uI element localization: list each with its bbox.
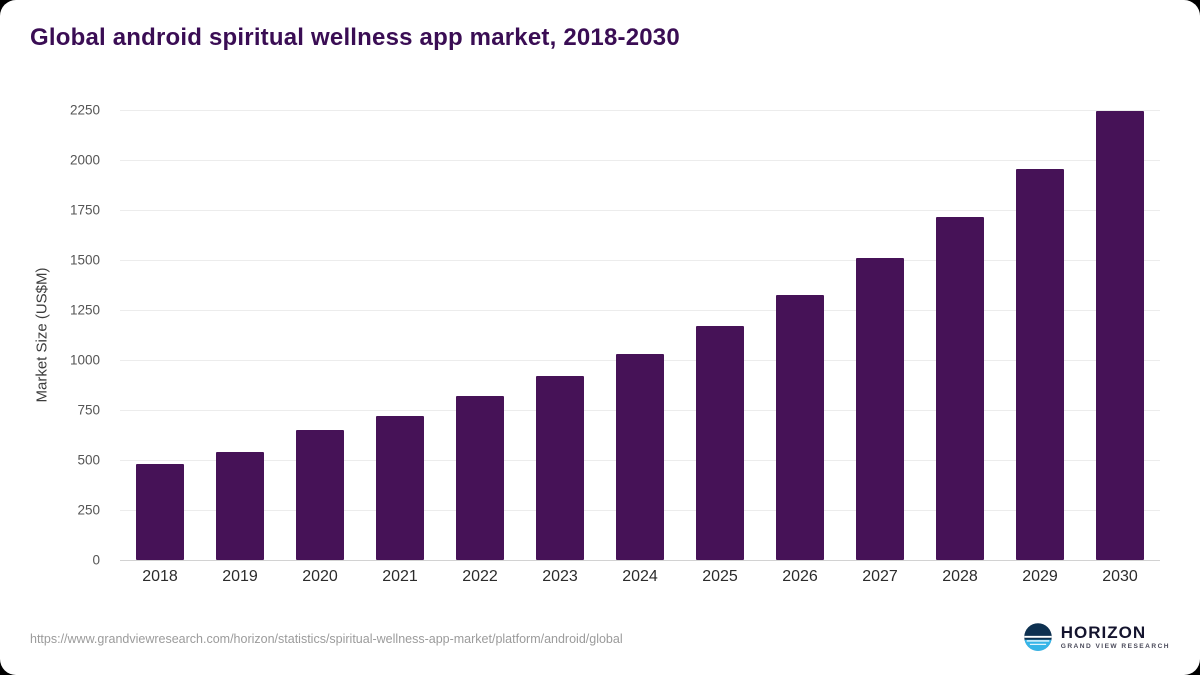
y-tick-label-1250: 1250 xyxy=(69,302,100,318)
bar-slot-2028 xyxy=(920,110,1000,560)
y-tick-label-1750: 1750 xyxy=(69,202,100,218)
bar-2023 xyxy=(536,376,584,560)
source-url: https://www.grandviewresearch.com/horizo… xyxy=(30,632,623,646)
bar-slot-2027 xyxy=(840,110,920,560)
x-tick-label-2021: 2021 xyxy=(382,568,418,585)
bar-2022 xyxy=(456,396,504,560)
bar-slot-2024 xyxy=(600,110,680,560)
gridline-1750 xyxy=(120,210,1160,211)
x-tick-label-2018: 2018 xyxy=(142,568,178,585)
brand-logo: HORIZON GRAND VIEW RESEARCH xyxy=(1023,622,1170,652)
bar-slot-2019 xyxy=(200,110,280,560)
x-tick-label-2020: 2020 xyxy=(302,568,338,585)
y-tick-label-1000: 1000 xyxy=(69,352,100,368)
y-tick-label-2000: 2000 xyxy=(69,152,100,168)
gridline-2250 xyxy=(120,110,1160,111)
logo-title: HORIZON xyxy=(1060,622,1147,642)
plot-area xyxy=(120,110,1160,561)
bar-2020 xyxy=(296,430,344,560)
y-tick-label-0: 0 xyxy=(92,552,100,568)
x-tick-label-2028: 2028 xyxy=(942,568,978,585)
bar-2018 xyxy=(136,464,184,560)
bar-slot-2018 xyxy=(120,110,200,560)
bar-2026 xyxy=(776,295,824,560)
logo-text: HORIZON GRAND VIEW RESEARCH xyxy=(1061,624,1170,651)
y-tick-label-250: 250 xyxy=(77,502,100,518)
bars-layer xyxy=(120,110,1160,560)
x-tick-labels: 2018 2019 2020 2021 2022 2023 2024 2025 2026 2027… xyxy=(120,568,1160,586)
bar-slot-2025 xyxy=(680,110,760,560)
bar-2028 xyxy=(936,217,984,560)
x-tick-label-2024: 2024 xyxy=(622,568,658,585)
bar-2030 xyxy=(1096,111,1144,560)
bar-2027 xyxy=(856,258,904,560)
gridline-2000 xyxy=(120,160,1160,161)
x-tick-label-2025: 2025 xyxy=(702,568,738,585)
x-tick-label-2019: 2019 xyxy=(222,568,258,585)
y-tick-labels: 0 250 500 750 1000 1250 1500 1750 2000 2250 xyxy=(52,103,110,568)
gridline-0 xyxy=(120,560,1160,561)
gridline-1250 xyxy=(120,310,1160,311)
gridline-1500 xyxy=(120,260,1160,261)
horizon-logo-icon xyxy=(1024,623,1052,651)
bar-2021 xyxy=(376,415,424,560)
x-tick-label-2026: 2026 xyxy=(782,568,818,585)
y-tick-label-2250: 2250 xyxy=(69,102,100,118)
y-tick-label-500: 500 xyxy=(77,452,100,468)
logo-subtitle: GRAND VIEW RESEARCH xyxy=(1060,642,1170,650)
bar-slot-2030 xyxy=(1080,110,1160,560)
bar-slot-2021 xyxy=(360,110,440,560)
bar-2029 xyxy=(1016,169,1064,560)
y-axis-title: Market Size (US$M) xyxy=(33,267,51,403)
x-tick-label-2022: 2022 xyxy=(462,568,498,585)
x-tick-label-2029: 2029 xyxy=(1022,568,1058,585)
bar-slot-2022 xyxy=(440,110,520,560)
y-tick-label-750: 750 xyxy=(77,402,100,418)
x-tick-label-2030: 2030 xyxy=(1102,568,1138,585)
bar-slot-2029 xyxy=(1000,110,1080,560)
bar-2025 xyxy=(696,326,744,560)
x-tick-label-2027: 2027 xyxy=(862,568,898,585)
bar-2019 xyxy=(216,452,264,560)
x-tick-label-2023: 2023 xyxy=(542,568,578,585)
bar-slot-2026 xyxy=(760,110,840,560)
bar-slot-2023 xyxy=(520,110,600,560)
bar-slot-2020 xyxy=(280,110,360,560)
chart-title: Global android spiritual wellness app ma… xyxy=(30,24,680,51)
bar-2024 xyxy=(616,353,664,560)
y-tick-label-1500: 1500 xyxy=(69,252,100,268)
